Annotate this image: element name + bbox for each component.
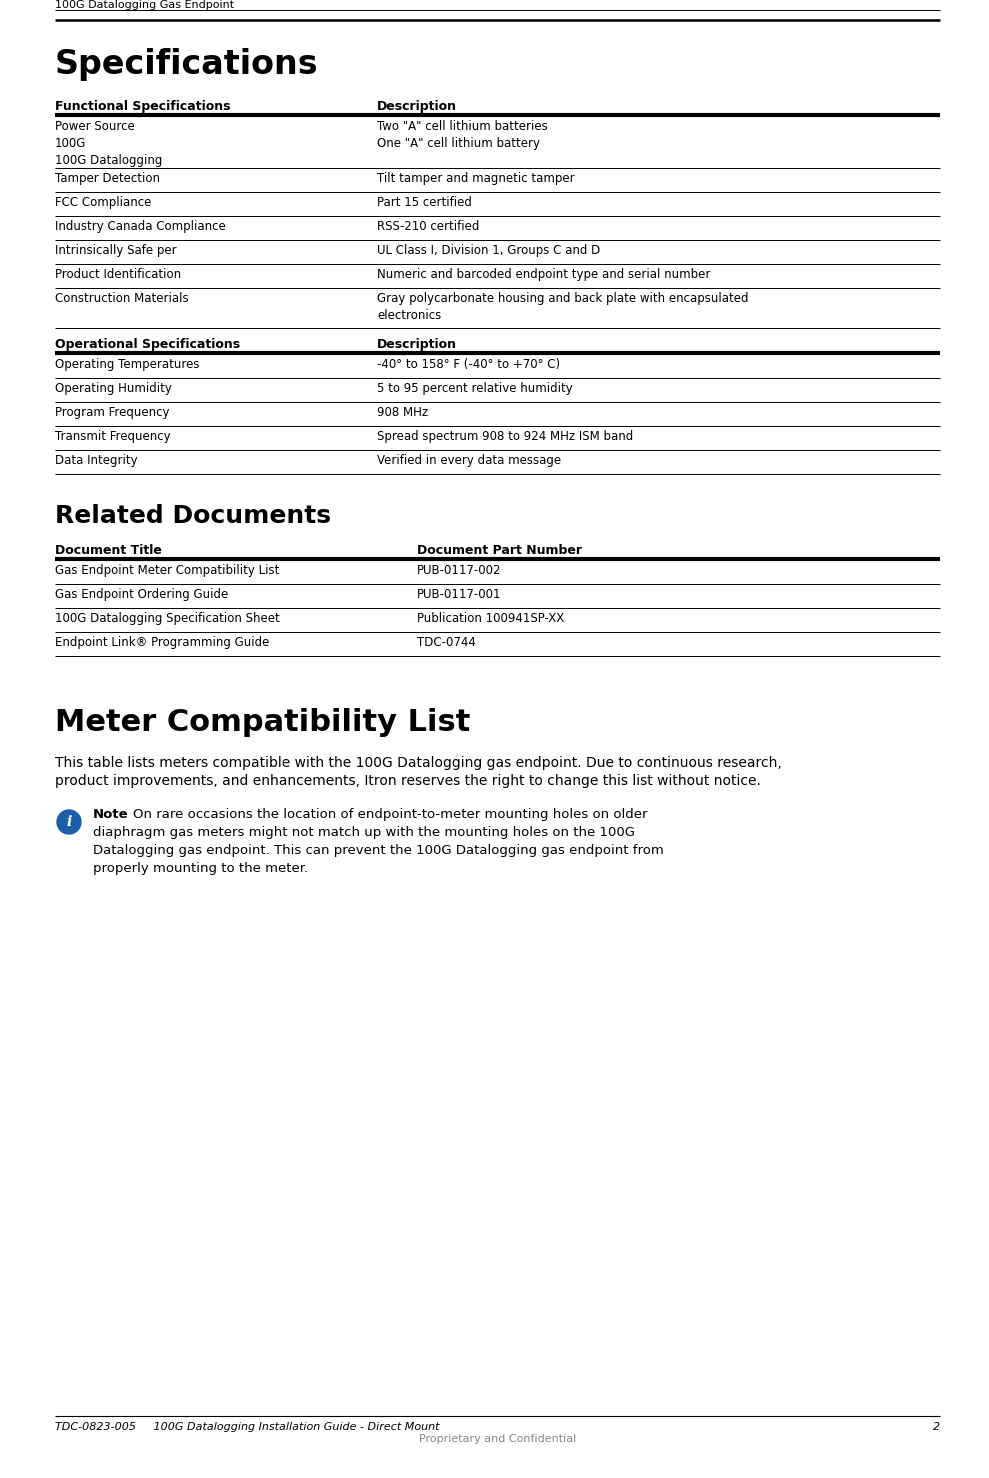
Text: TDC-0744: TDC-0744	[417, 636, 476, 649]
Text: Operating Humidity: Operating Humidity	[55, 381, 172, 395]
Text: Data Integrity: Data Integrity	[55, 454, 137, 467]
Text: properly mounting to the meter.: properly mounting to the meter.	[93, 862, 309, 875]
Text: Operational Specifications: Operational Specifications	[55, 338, 240, 350]
Text: product improvements, and enhancements, Itron reserves the right to change this : product improvements, and enhancements, …	[55, 774, 761, 788]
Text: Document Title: Document Title	[55, 544, 162, 557]
Text: Product Identification: Product Identification	[55, 268, 181, 281]
Text: Tilt tamper and magnetic tamper: Tilt tamper and magnetic tamper	[377, 171, 575, 185]
Text: Gas Endpoint Meter Compatibility List: Gas Endpoint Meter Compatibility List	[55, 565, 279, 576]
Text: Operating Temperatures: Operating Temperatures	[55, 358, 200, 371]
Text: Part 15 certified: Part 15 certified	[377, 197, 472, 208]
Text: Tamper Detection: Tamper Detection	[55, 171, 160, 185]
Text: Related Documents: Related Documents	[55, 504, 331, 528]
Text: PUB-0117-002: PUB-0117-002	[417, 565, 501, 576]
Text: On rare occasions the location of endpoint-to-meter mounting holes on older: On rare occasions the location of endpoi…	[133, 808, 648, 820]
Text: Note: Note	[93, 808, 129, 820]
Text: Document Part Number: Document Part Number	[417, 544, 582, 557]
Text: Intrinsically Safe per: Intrinsically Safe per	[55, 244, 177, 257]
Text: Construction Materials: Construction Materials	[55, 293, 189, 304]
Text: TDC-0823-005     100G Datalogging Installation Guide - Direct Mount: TDC-0823-005 100G Datalogging Installati…	[55, 1422, 439, 1432]
Text: Numeric and barcoded endpoint type and serial number: Numeric and barcoded endpoint type and s…	[377, 268, 710, 281]
Text: PUB-0117-001: PUB-0117-001	[417, 588, 501, 602]
Text: -40° to 158° F (-40° to +70° C): -40° to 158° F (-40° to +70° C)	[377, 358, 561, 371]
Text: Functional Specifications: Functional Specifications	[55, 101, 230, 112]
Text: 100G Datalogging Gas Endpoint: 100G Datalogging Gas Endpoint	[55, 0, 234, 10]
Text: Endpoint Link® Programming Guide: Endpoint Link® Programming Guide	[55, 636, 269, 649]
Text: Description: Description	[377, 338, 457, 350]
Text: Transmit Frequency: Transmit Frequency	[55, 430, 171, 443]
Text: Datalogging gas endpoint. This can prevent the 100G Datalogging gas endpoint fro: Datalogging gas endpoint. This can preve…	[93, 844, 664, 857]
Text: 2: 2	[933, 1422, 940, 1432]
Circle shape	[57, 810, 81, 834]
Text: Description: Description	[377, 101, 457, 112]
Text: diaphragm gas meters might not match up with the mounting holes on the 100G: diaphragm gas meters might not match up …	[93, 826, 635, 840]
Text: FCC Compliance: FCC Compliance	[55, 197, 151, 208]
Text: Publication 100941SP-XX: Publication 100941SP-XX	[417, 612, 565, 625]
Text: i: i	[66, 814, 71, 829]
Text: Gas Endpoint Ordering Guide: Gas Endpoint Ordering Guide	[55, 588, 228, 602]
Text: Industry Canada Compliance: Industry Canada Compliance	[55, 220, 225, 234]
Text: Verified in every data message: Verified in every data message	[377, 454, 562, 467]
Text: Specifications: Specifications	[55, 47, 318, 81]
Text: Gray polycarbonate housing and back plate with encapsulated
electronics: Gray polycarbonate housing and back plat…	[377, 293, 749, 322]
Text: This table lists meters compatible with the 100G Datalogging gas endpoint. Due t: This table lists meters compatible with …	[55, 757, 781, 770]
Text: Spread spectrum 908 to 924 MHz ISM band: Spread spectrum 908 to 924 MHz ISM band	[377, 430, 633, 443]
Text: Meter Compatibility List: Meter Compatibility List	[55, 708, 471, 738]
Text: RSS-210 certified: RSS-210 certified	[377, 220, 480, 234]
Text: Proprietary and Confidential: Proprietary and Confidential	[419, 1434, 577, 1444]
Text: 100G Datalogging Specification Sheet: 100G Datalogging Specification Sheet	[55, 612, 280, 625]
Text: Power Source
100G
100G Datalogging: Power Source 100G 100G Datalogging	[55, 120, 162, 167]
Text: UL Class I, Division 1, Groups C and D: UL Class I, Division 1, Groups C and D	[377, 244, 600, 257]
Text: 908 MHz: 908 MHz	[377, 406, 428, 418]
Text: Program Frequency: Program Frequency	[55, 406, 169, 418]
Text: Two "A" cell lithium batteries
One "A" cell lithium battery: Two "A" cell lithium batteries One "A" c…	[377, 120, 548, 149]
Text: 5 to 95 percent relative humidity: 5 to 95 percent relative humidity	[377, 381, 573, 395]
